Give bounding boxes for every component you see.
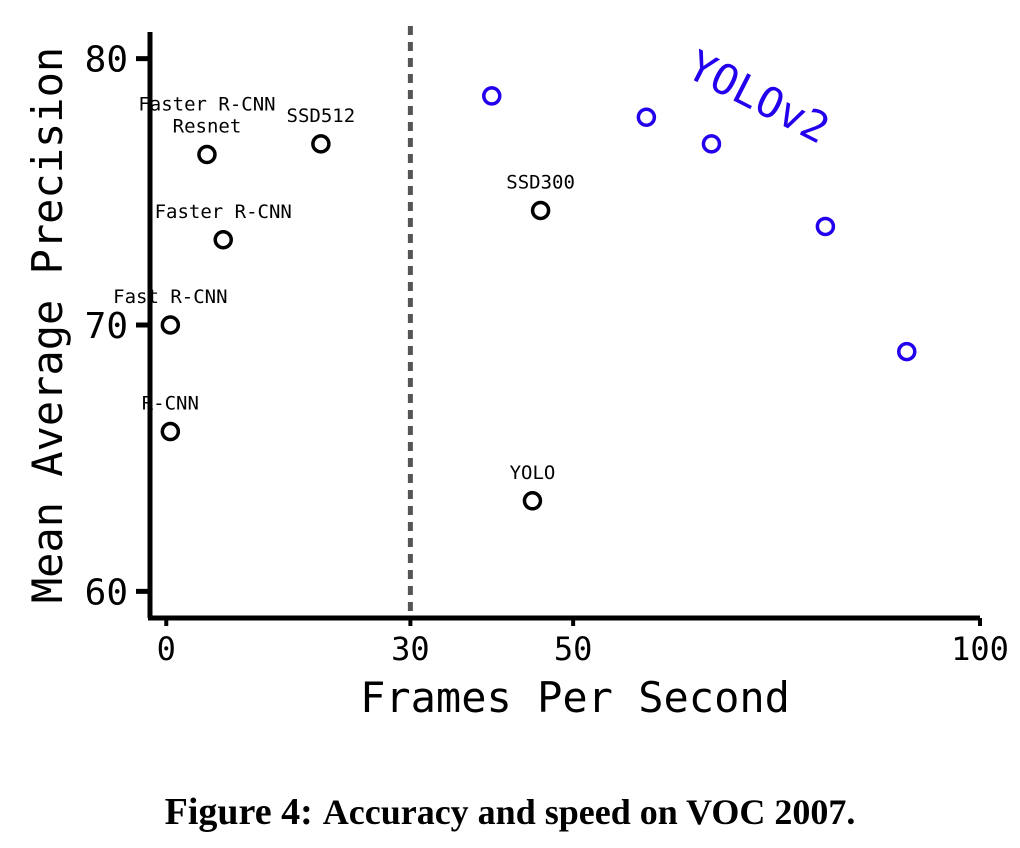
figure-caption: Figure 4: Accuracy and speed on VOC 2007. [0, 790, 1020, 834]
point-label: Faster R-CNN [155, 201, 292, 223]
yolov2-point [815, 216, 836, 237]
point-label: SSD300 [506, 171, 575, 193]
point-label: SSD512 [287, 105, 356, 127]
detector-point [160, 315, 181, 335]
yolov2-point [482, 86, 502, 106]
x-tick-label: 100 [951, 630, 1009, 668]
yolov2-point [897, 341, 917, 362]
y-tick-label: 70 [85, 306, 128, 347]
point-label: YOLO [510, 462, 556, 484]
ticks: 60 70 80 0 30 50 100 [85, 40, 1009, 668]
y-tick-label: 60 [85, 572, 128, 613]
point-label: R-CNN [142, 393, 199, 415]
yolov2-point [701, 134, 722, 154]
y-axis-label: Mean Average Precision [23, 47, 72, 603]
caption-text: Accuracy and speed on VOC 2007. [322, 792, 856, 832]
point-label: Fast R-CNN [113, 286, 227, 308]
data-points [160, 86, 917, 511]
detector-point [311, 134, 331, 154]
y-tick-label: 80 [85, 40, 128, 81]
detector-point [522, 491, 543, 511]
series-label-yolov2: YOLOv2 [680, 41, 837, 154]
yolov2-point [636, 107, 657, 127]
caption-lead: Figure 4: [164, 791, 313, 833]
point-label: Resnet [173, 116, 242, 138]
x-axis-label: Frames Per Second [360, 673, 790, 722]
detector-point [160, 421, 181, 442]
x-tick-label: 30 [391, 630, 430, 668]
x-tick-label: 50 [554, 630, 593, 668]
x-tick-label: 0 [157, 630, 176, 668]
scatter-chart: 60 70 80 0 30 50 100 R-CNN Fast R-CNN Faster R-C… [23, 26, 1009, 722]
detector-point [197, 144, 217, 165]
point-label: Faster R-CNN [138, 94, 275, 116]
detector-point [213, 230, 233, 250]
detector-point [530, 200, 551, 221]
axes [147, 32, 980, 621]
